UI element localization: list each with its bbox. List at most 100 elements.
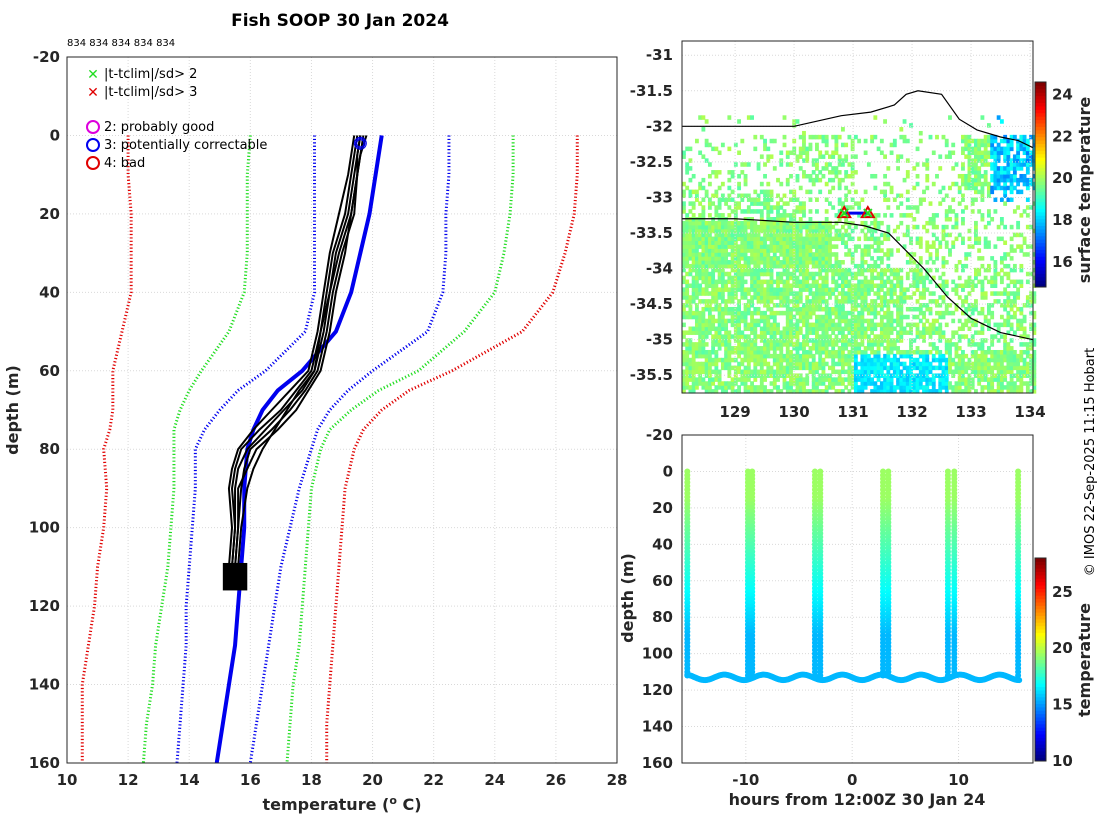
sst-cell xyxy=(983,377,988,382)
sst-cell xyxy=(983,291,988,296)
sst-cell xyxy=(905,170,910,175)
sst-cell xyxy=(831,177,836,183)
sst-cell xyxy=(863,291,868,296)
sst-cell xyxy=(873,314,878,320)
sst-cell xyxy=(694,303,699,308)
sst-cell xyxy=(970,334,975,339)
sst-cell xyxy=(999,373,1004,378)
sst-cell xyxy=(756,389,761,394)
sst-cell xyxy=(986,244,991,249)
sst-cell xyxy=(990,291,995,296)
sst-cell xyxy=(802,130,806,136)
map-lat-tick-label: -33 xyxy=(646,188,673,206)
profile-cast-line xyxy=(230,135,362,587)
sst-cell xyxy=(808,349,813,355)
sst-cell xyxy=(769,295,774,300)
sst-cell xyxy=(889,373,894,378)
figure-title: Fish SOOP 30 Jan 2024 xyxy=(231,11,449,31)
sst-cell xyxy=(711,381,716,386)
sst-cell xyxy=(935,330,939,335)
sst-cell xyxy=(701,306,706,312)
sst-cell xyxy=(743,248,748,253)
sst-cell xyxy=(682,334,686,339)
sst-cell xyxy=(1019,162,1024,167)
sst-cell xyxy=(850,322,855,328)
map-colorbar-segment xyxy=(1035,143,1046,148)
sst-cell xyxy=(808,173,813,179)
sst-cell xyxy=(746,385,751,390)
sst-cell xyxy=(922,314,926,320)
sst-cell xyxy=(759,318,764,324)
sst-cell xyxy=(853,338,858,343)
sst-cell xyxy=(785,349,790,355)
sst-cell xyxy=(815,381,819,386)
sst-cell xyxy=(996,166,1001,171)
sst-cell xyxy=(743,267,748,273)
sst-cell xyxy=(698,256,703,261)
sst-cell xyxy=(724,279,729,285)
sst-cell xyxy=(740,330,745,335)
sst-cell xyxy=(925,177,930,183)
sst-cell xyxy=(821,334,826,339)
map-colorbar-segment xyxy=(1035,283,1046,288)
sst-cell xyxy=(996,385,1001,390)
sst-cell xyxy=(840,224,845,230)
sst-cell xyxy=(802,318,806,324)
sst-cell xyxy=(772,357,777,363)
sst-cell xyxy=(977,138,982,144)
sst-cell xyxy=(691,365,696,371)
sst-cell xyxy=(730,240,735,245)
profile-x-axis-label: temperature (o C) xyxy=(262,794,421,814)
sst-cell xyxy=(837,236,842,242)
sst-cell xyxy=(711,334,716,339)
sst-cell xyxy=(763,205,767,210)
sst-cell xyxy=(727,244,732,249)
sst-cell xyxy=(863,248,868,253)
sst-cell xyxy=(925,318,930,324)
sst-cell xyxy=(811,373,816,378)
sst-cell xyxy=(964,385,969,390)
sst-cell xyxy=(938,189,943,195)
sst-cell xyxy=(685,330,690,335)
sst-cell xyxy=(863,318,868,324)
sst-cell xyxy=(802,224,806,230)
sst-cell xyxy=(727,310,732,316)
sst-cell xyxy=(986,303,991,308)
sst-cell xyxy=(763,338,767,343)
sst-cell xyxy=(974,322,978,328)
sst-cell xyxy=(828,228,832,234)
sst-cell xyxy=(691,275,696,281)
sst-cell xyxy=(691,205,696,210)
sst-cell xyxy=(1009,349,1014,355)
sst-cell xyxy=(944,342,949,347)
sst-cell xyxy=(1009,369,1014,375)
sst-cell xyxy=(876,338,881,343)
sst-cell xyxy=(974,220,978,226)
sst-cell xyxy=(899,361,904,367)
sst-cell xyxy=(811,252,816,257)
sst-cell xyxy=(1016,166,1021,171)
sst-cell xyxy=(1025,365,1030,371)
sst-cell xyxy=(944,213,949,218)
sst-cell xyxy=(870,283,875,288)
sst-cell xyxy=(834,166,839,171)
sst-cell xyxy=(873,373,878,378)
sst-cell xyxy=(818,154,823,159)
sst-cell xyxy=(743,353,748,359)
sst-cell xyxy=(886,166,891,171)
sst-cell xyxy=(957,318,962,324)
sst-cell xyxy=(879,287,884,292)
sst-cell xyxy=(724,322,729,328)
sst-cell xyxy=(766,209,771,214)
sst-cell xyxy=(922,224,926,230)
sst-cell xyxy=(961,377,965,382)
sst-cell xyxy=(902,291,907,296)
sst-cell xyxy=(776,338,780,343)
sst-cell xyxy=(750,369,754,375)
sst-cell xyxy=(860,248,865,253)
sst-cell xyxy=(785,232,790,238)
sst-cell xyxy=(938,381,943,386)
profile-x-tick-label: 14 xyxy=(179,771,200,789)
sst-cell xyxy=(685,271,690,277)
sst-cell xyxy=(922,322,926,328)
